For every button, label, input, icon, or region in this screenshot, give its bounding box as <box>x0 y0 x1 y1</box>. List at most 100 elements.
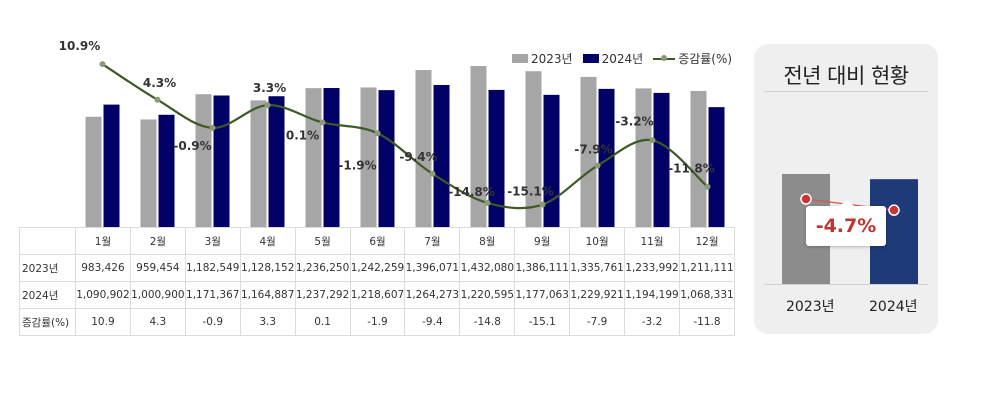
table-header-cell: 9월 <box>514 227 571 255</box>
panel-divider <box>764 91 928 92</box>
bar-2024 <box>158 114 175 228</box>
legend-label-2023: 2023년 <box>531 52 573 66</box>
table-cell: 1,236,250 <box>294 254 351 282</box>
table-row: 증감률(%) 10.9 4.3 -0.9 3.3 0.1 -1.9 -9.4 -14.8 -15.… <box>19 308 736 336</box>
table-cell: -7.9 <box>569 308 626 336</box>
bar-2023 <box>525 71 542 229</box>
rate-data-label: -14.8% <box>448 185 495 199</box>
table-cell: -15.1 <box>514 308 571 336</box>
bar-2024 <box>598 88 615 228</box>
table-cell: 10.9 <box>75 308 131 336</box>
bar-2023 <box>360 87 377 228</box>
rate-data-label: 0.1% <box>286 128 319 142</box>
table-cell: -0.9 <box>184 308 241 336</box>
bar-2024 <box>323 88 340 228</box>
monthly-bar-line-chart: 10.9% 4.3% -0.9% 3.3% 0.1% -1.9% -9.4% -14.8% -1… <box>59 39 725 229</box>
table-cell: 959,454 <box>129 254 186 282</box>
table-header-cell: 2월 <box>129 227 186 255</box>
legend-item-rate: 증감률(%) <box>653 50 732 67</box>
bar-2023 <box>690 90 707 228</box>
bar-2024 <box>708 107 725 228</box>
yoy-panel: 전년 대비 현황 -4.7% 2023년 2024년 <box>754 44 938 334</box>
table-cell: 1,335,761 <box>569 254 626 282</box>
table-header-cell: 12월 <box>678 227 736 255</box>
table-cell: 3.3 <box>239 308 296 336</box>
bar-2023 <box>250 100 267 228</box>
table-cell: 983,426 <box>75 254 131 282</box>
rate-point <box>594 162 601 169</box>
bar-2023 <box>635 88 652 228</box>
table-cell: 1,218,607 <box>349 281 406 309</box>
chart-legend: 2023년 2024년 증감률(%) <box>512 50 732 67</box>
table-cell: -9.4 <box>404 308 461 336</box>
table-cell: 1,171,367 <box>184 281 241 309</box>
table-cell: 1,164,887 <box>239 281 296 309</box>
rate-data-label: -3.2% <box>615 114 653 128</box>
rate-data-label: -1.9% <box>338 158 376 172</box>
rate-data-label: -7.9% <box>574 143 612 157</box>
table-cell: -3.2 <box>624 308 680 336</box>
table-cell: -11.8 <box>678 308 736 336</box>
rate-point <box>209 124 216 131</box>
rate-data-label: -9.4% <box>399 150 437 164</box>
bar-2023 <box>305 88 322 229</box>
table-header-cell: 5월 <box>294 227 351 255</box>
table-cell: 1,068,331 <box>678 281 736 309</box>
rate-data-label: -15.1% <box>507 185 554 199</box>
rate-point <box>319 119 326 126</box>
table-header-cell: 11월 <box>624 227 680 255</box>
table-cell: 1,229,921 <box>569 281 626 309</box>
table-row: 2023년 983,426 959,454 1,182,549 1,128,152 1,2… <box>19 254 736 282</box>
legend-swatch-2024 <box>582 54 599 63</box>
table-row: 2024년 1,090,902 1,000,900 1,171,367 1,164,88… <box>19 281 736 309</box>
rate-point <box>539 201 546 208</box>
table-cell: 1,386,111 <box>514 254 571 282</box>
legend-swatch-2023 <box>512 54 528 63</box>
table-cell: 1,237,292 <box>294 281 351 309</box>
panel-title: 전년 대비 현황 <box>783 64 909 88</box>
table-cell: 1,000,900 <box>129 281 186 309</box>
bar-2024 <box>653 92 670 229</box>
table-cell: 0.1 <box>294 308 351 336</box>
table-header-cell: 4월 <box>239 227 296 255</box>
rate-point <box>99 61 106 68</box>
bar-2023 <box>470 66 487 228</box>
table-cell: 1,211,111 <box>678 254 736 282</box>
bar-2023 <box>580 76 597 228</box>
bar-2024 <box>268 96 285 228</box>
panel-point-2023 <box>800 193 812 205</box>
rate-data-label: 4.3% <box>143 76 176 90</box>
table-cell: 1,182,549 <box>184 254 241 282</box>
panel-year-2023: 2023년 <box>786 299 835 315</box>
rate-data-label: 3.3% <box>253 81 286 95</box>
bar-2024 <box>543 94 560 228</box>
rate-point <box>649 137 656 144</box>
bar-2023 <box>195 94 212 229</box>
rate-point <box>374 130 381 137</box>
table-cell: -14.8 <box>459 308 516 336</box>
table-cell: 1,177,063 <box>514 281 571 309</box>
table-cell: 4.3 <box>129 308 186 336</box>
table-row-label: 증감률(%) <box>19 308 76 336</box>
legend-swatch-rate <box>653 54 676 63</box>
rate-point <box>484 199 491 206</box>
table-header-cell: 10월 <box>569 227 626 255</box>
rate-point <box>264 102 271 109</box>
bar-2024 <box>103 104 120 228</box>
legend-label-rate: 증감률(%) <box>678 52 733 66</box>
bar-2024 <box>433 84 450 228</box>
rate-point <box>704 183 711 190</box>
table-cell: 1,242,259 <box>349 254 406 282</box>
table-cell: 1,432,080 <box>459 254 516 282</box>
table-header-cell: 7월 <box>404 227 461 255</box>
panel-divider-bottom <box>764 284 928 285</box>
legend-item-2023: 2023년 <box>512 50 573 67</box>
rate-point <box>429 170 436 177</box>
table-cell: -1.9 <box>349 308 406 336</box>
legend-label-2024: 2024년 <box>601 52 644 66</box>
bar-2023 <box>140 119 157 228</box>
table-cell: 1,233,992 <box>624 254 680 282</box>
table-header-cell: 8월 <box>459 227 516 255</box>
panel-point-2024 <box>888 204 900 216</box>
yoy-change-callout: -4.7% <box>806 199 886 246</box>
